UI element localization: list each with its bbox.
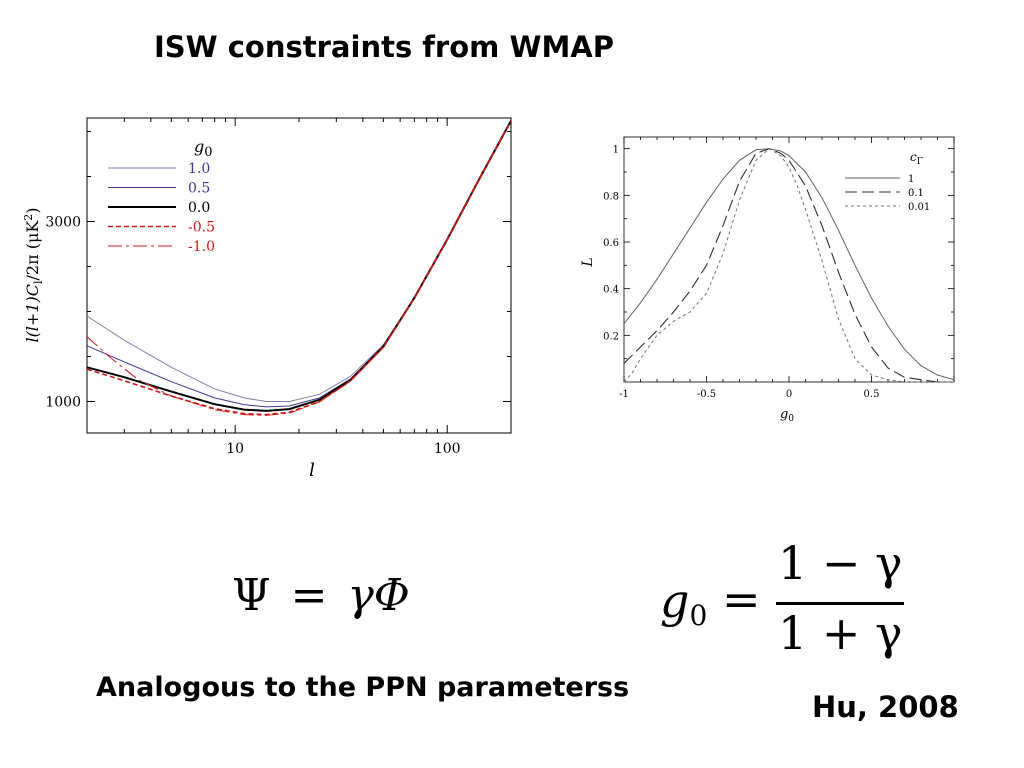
citation: Hu, 2008 xyxy=(812,690,959,724)
series-line-g0--1.0 xyxy=(86,120,512,416)
equals-sign: = xyxy=(290,570,328,621)
fraction-denominator: 1 + γ xyxy=(778,606,903,660)
y-tick-label: 0.8 xyxy=(603,191,619,202)
g0-symbol: g0 xyxy=(660,574,708,632)
x-tick-label: -1 xyxy=(619,389,629,400)
x-tick-label: 10 xyxy=(226,441,244,457)
series-line-c-0.01 xyxy=(623,148,954,383)
x-tick-label: 100 xyxy=(434,441,461,457)
series-line-c-0.1 xyxy=(623,148,954,383)
legend-label: -1.0 xyxy=(188,239,215,255)
fraction-numerator: 1 − γ xyxy=(778,536,903,590)
y-tick-label: 0.4 xyxy=(603,285,619,296)
plot-frame-right xyxy=(623,136,955,383)
x-tick-label: 0.5 xyxy=(864,389,880,400)
legend-title: cΓ xyxy=(910,150,923,167)
legend-label: 0.1 xyxy=(908,188,924,199)
slide-title: ISW constraints from WMAP xyxy=(153,30,615,64)
legend-label: 0.5 xyxy=(188,181,210,197)
y-tick-label: 0.2 xyxy=(603,331,619,342)
series-line-c-1 xyxy=(623,148,955,381)
y-axis-label: l(l+1)Cl/2π (μK2) xyxy=(22,207,45,342)
legend-label: 1 xyxy=(908,174,914,185)
y-tick-label: 0.6 xyxy=(603,238,619,249)
psi-symbol: Ψ xyxy=(232,570,271,621)
legend-label: 0.0 xyxy=(188,200,210,216)
legend-label: 0.01 xyxy=(908,202,930,213)
x-tick-label: 0 xyxy=(786,389,792,400)
legend-label: 1.0 xyxy=(188,161,210,177)
g0-equation: g0 = 1 − γ 1 + γ xyxy=(660,536,910,660)
x-tick-label: -0.5 xyxy=(697,389,716,400)
equals-sign-g0: = xyxy=(722,572,761,626)
legend-title: g0 xyxy=(194,137,213,160)
y-axis-label-right: L xyxy=(580,257,596,267)
x-axis-label-right: g0 xyxy=(780,407,794,424)
y-tick-label: 1 xyxy=(613,145,619,156)
y-tick-label: 3000 xyxy=(45,215,81,231)
gamma-phi: γΦ xyxy=(347,570,410,621)
legend-label: -0.5 xyxy=(188,220,215,236)
y-tick-label: 1000 xyxy=(45,395,81,411)
fraction-bar xyxy=(776,602,904,605)
x-axis-label: l xyxy=(309,460,315,481)
psi-equation: Ψ = γΦ xyxy=(232,570,410,621)
caption-ppn: Analogous to the PPN parameterss xyxy=(96,672,630,703)
